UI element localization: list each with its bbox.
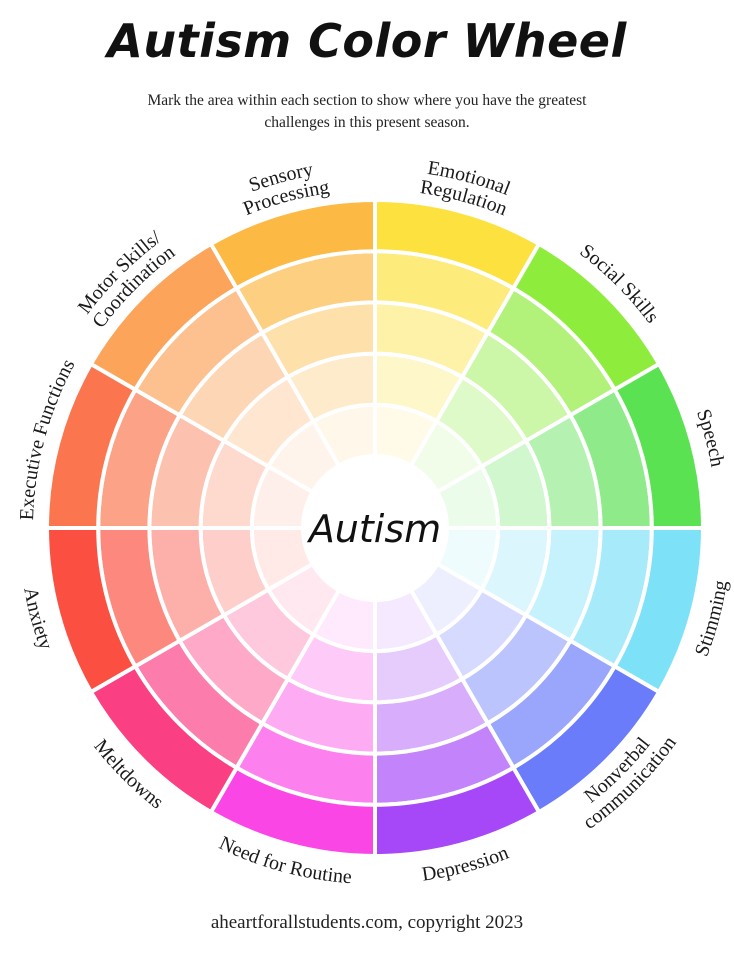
page-title: Autism Color Wheel — [107, 14, 627, 68]
section-label-8-line-1: Anxiety — [19, 585, 57, 652]
instructions-text: Mark the area within each section to sho… — [147, 92, 587, 131]
wheel-segments — [44, 197, 706, 859]
wheel-segment-11-ring-5[interactable] — [208, 197, 377, 292]
center-circle — [303, 456, 447, 600]
center-label: Autism — [306, 507, 441, 551]
footer-copyright: aheartforallstudents.com, copyright 2023 — [210, 912, 524, 933]
